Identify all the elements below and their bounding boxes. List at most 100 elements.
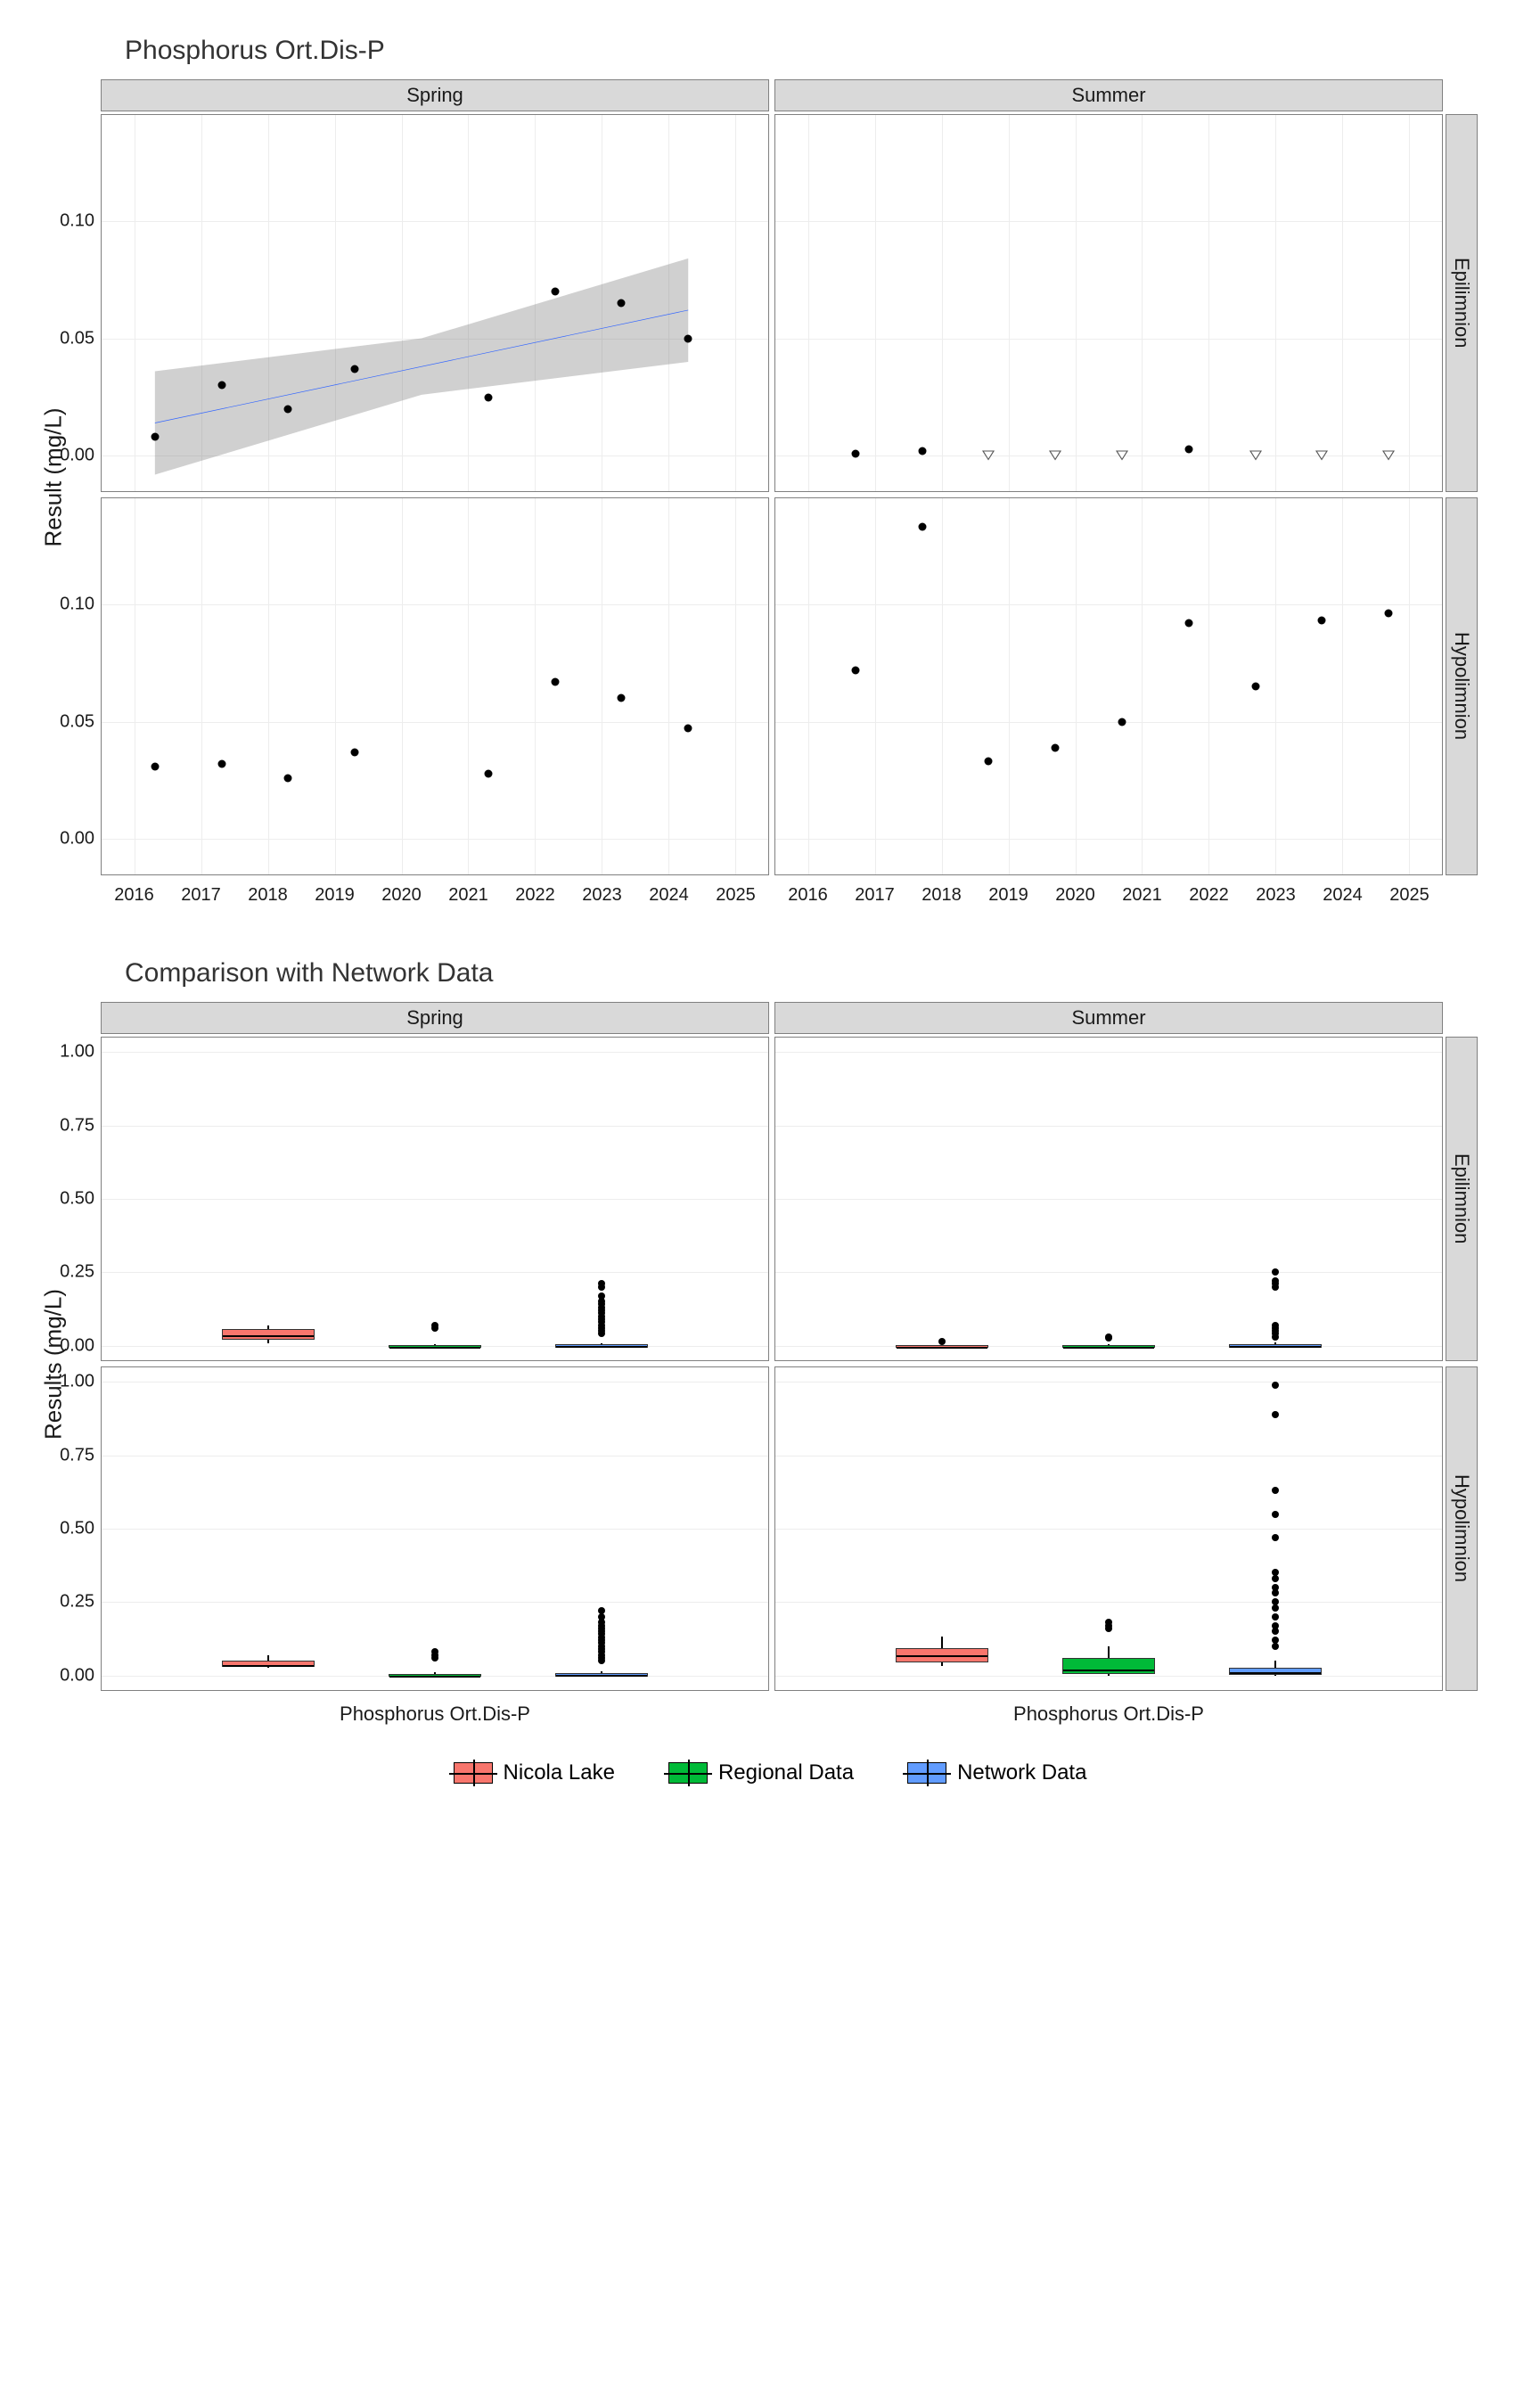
boxplot-box [1229,1344,1323,1348]
censored-point-icon [1382,451,1395,461]
outlier-point [1272,1487,1279,1494]
x-tick: 2024 [1323,885,1363,906]
legend-key-icon [668,1762,708,1784]
data-point [151,433,159,441]
col-facet-header: Spring [101,1002,769,1034]
col-facet-header: Spring [101,79,769,111]
outlier-point [598,1607,605,1614]
x-tick: 2023 [1256,885,1296,906]
y-tick: 1.00 [60,1372,102,1392]
censored-point-icon [1249,451,1262,461]
data-point [284,405,292,413]
y-tick: 0.05 [60,328,102,349]
y-tick: 0.10 [60,210,102,231]
data-point [217,382,225,390]
row-facet-strip: Epilimnion [1446,1037,1478,1361]
x-tick: 2020 [1055,885,1095,906]
x-tick: 2016 [788,885,828,906]
y-tick: 0.75 [60,1445,102,1465]
boxplot-box [1062,1345,1156,1349]
box-panel: 0.000.250.500.751.00 [101,1366,769,1691]
x-tick: 2020 [381,885,422,906]
censored-point-icon [982,451,995,461]
x-tick: 2025 [1389,885,1429,906]
scatter-y-label: Result (mg/L) [40,407,68,546]
boxplot-box [389,1345,482,1349]
legend-key-icon [454,1762,493,1784]
legend-label: Network Data [957,1760,1086,1785]
data-point [918,447,926,455]
x-tick: 2018 [248,885,288,906]
outlier-point [1272,1277,1279,1284]
data-point [851,449,859,457]
boxplot-box [896,1345,989,1349]
box-facet-grid: SpringSummer0.000.250.500.751.00Epilimni… [98,1002,1478,1694]
outlier-point [1272,1411,1279,1418]
data-point [985,758,993,766]
scatter-panel [774,497,1443,875]
legend: Nicola Lake Regional Data Network Data [36,1760,1504,1785]
data-point [551,287,559,295]
scatter-panel: 0.000.050.10 [101,497,769,875]
y-tick: 0.25 [60,1262,102,1283]
outlier-point [1272,1534,1279,1541]
data-point [484,769,492,777]
data-point [918,522,926,530]
boxplot-box [222,1329,315,1340]
x-tick: 2019 [315,885,355,906]
x-tick: 2022 [515,885,555,906]
y-tick: 1.00 [60,1042,102,1063]
legend-key-icon [907,1762,946,1784]
data-point [1118,718,1126,726]
outlier-point [1105,1333,1112,1341]
scatter-title: Phosphorus Ort.Dis-P [125,36,1504,66]
legend-label: Regional Data [718,1760,854,1785]
boxplot-box [896,1648,989,1662]
outlier-point [1272,1598,1279,1605]
y-tick: 0.05 [60,711,102,732]
box-x-ticks: Phosphorus Ort.Dis-PPhosphorus Ort.Dis-P [98,1694,1446,1734]
legend-label: Nicola Lake [504,1760,615,1785]
scatter-panel: 0.000.050.10 [101,114,769,492]
data-point [217,760,225,768]
outlier-point [598,1292,605,1300]
box-panel [774,1037,1443,1361]
scatter-panel [774,114,1443,492]
outlier-point [1272,1511,1279,1518]
data-point [1184,445,1192,453]
data-point [684,725,692,733]
box-panel [774,1366,1443,1691]
y-tick: 0.50 [60,1189,102,1210]
outlier-point [1105,1619,1112,1626]
data-point [1318,617,1326,625]
y-tick: 0.75 [60,1115,102,1136]
y-tick: 0.25 [60,1592,102,1612]
row-facet-strip: Hypolimnion [1446,497,1478,875]
boxplot-box [222,1661,315,1667]
x-tick: 2022 [1189,885,1229,906]
x-tick: 2021 [448,885,488,906]
y-tick: 0.50 [60,1519,102,1539]
col-facet-header: Summer [774,79,1443,111]
data-point [1385,610,1393,618]
boxplot-box [1229,1668,1323,1675]
scatter-x-ticks: 2016 2017 2018 2019 2020 2021 2022 2023 2024 2025… [98,878,1446,905]
x-tick: 2017 [181,885,221,906]
outlier-point [1272,1613,1279,1621]
x-tick: 2024 [649,885,689,906]
box-y-label: Results (mg/L) [40,1289,68,1440]
data-point [151,762,159,770]
row-facet-strip: Hypolimnion [1446,1366,1478,1691]
censored-point-icon [1116,451,1128,461]
x-tick: 2025 [716,885,756,906]
data-point [684,334,692,342]
y-tick: 0.10 [60,594,102,614]
box-panel: 0.000.250.500.751.00 [101,1037,769,1361]
outlier-point [1272,1268,1279,1276]
censored-point-icon [1315,451,1328,461]
x-tick: 2016 [114,885,154,906]
legend-item: Regional Data [668,1760,854,1785]
scatter-facet-grid: SpringSummer0.000.050.10Epilimnion0.000.… [98,79,1478,878]
x-tick: 2021 [1122,885,1162,906]
boxplot-box [555,1344,649,1348]
